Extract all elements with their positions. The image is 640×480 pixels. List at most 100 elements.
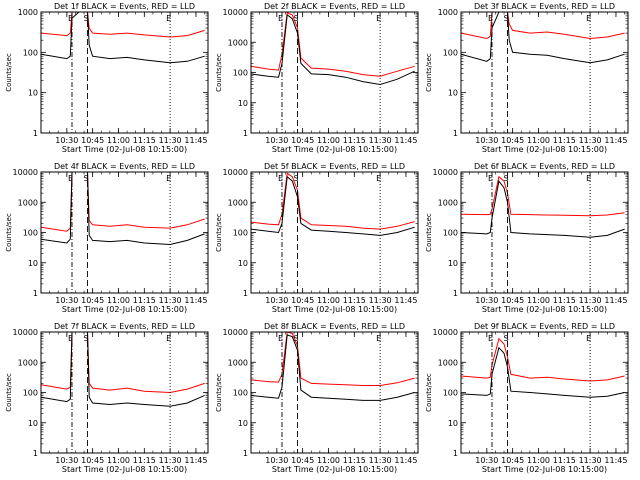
plot-frame — [40, 11, 209, 134]
panel-det-2: Det 2f BLACK = Events, RED = LLD Counts/s… — [215, 2, 419, 154]
y-tick-label: 10 — [238, 259, 248, 268]
series-events-line — [41, 172, 205, 246]
panel-det-1: Det 1f BLACK = Events, RED = LLD Counts/s… — [5, 2, 209, 154]
y-tick-label: 10 — [448, 259, 458, 268]
y-tick-label: 100 — [233, 69, 248, 78]
y-tick-label: 1 — [33, 289, 38, 298]
x-axis-label: Start Time (02-Jul-08 10:15:00) — [272, 145, 397, 154]
panel-title: Det 3f BLACK = Events, RED = LLD — [474, 2, 615, 11]
x-tick-label: 11:00 — [527, 136, 550, 145]
marker-label: E — [166, 334, 171, 343]
y-tick-label: 10000 — [433, 328, 458, 337]
series-events-line — [461, 179, 625, 238]
x-tick-label: 10:45 — [291, 296, 314, 305]
marker-label: S — [503, 174, 508, 183]
x-tick-label: 10:30 — [475, 136, 498, 145]
marker-label: S — [503, 14, 508, 23]
panel-title: Det 7f BLACK = Events, RED = LLD — [54, 322, 195, 331]
series-lld-line — [251, 12, 415, 77]
x-axis-label: Start Time (02-Jul-08 10:15:00) — [62, 305, 187, 314]
plot-frame — [250, 11, 419, 134]
y-tick-label: 100 — [23, 389, 38, 398]
series-lld-line — [41, 332, 205, 394]
marker-label: E — [278, 334, 283, 343]
x-tick-label: 11:30 — [369, 296, 392, 305]
panel-det-3: Det 3f BLACK = Events, RED = LLD Counts/s… — [425, 2, 629, 154]
x-axis-label: Start Time (02-Jul-08 10:15:00) — [272, 305, 397, 314]
x-tick-label: 10:45 — [81, 136, 104, 145]
plot-frame — [40, 171, 209, 294]
y-axis-label: Counts/sec — [5, 53, 13, 92]
marker-label: S — [83, 334, 88, 343]
panel-det-7: Det 7f BLACK = Events, RED = LLD Counts/s… — [5, 322, 209, 474]
marker-label: E — [488, 174, 493, 183]
x-tick-label: 11:15 — [343, 136, 366, 145]
panel-title: Det 6f BLACK = Events, RED = LLD — [474, 162, 615, 171]
y-tick-label: 1000 — [18, 198, 38, 207]
x-axis-label: Start Time (02-Jul-08 10:15:00) — [272, 465, 397, 474]
x-tick-label: 10:45 — [81, 296, 104, 305]
x-tick-label: 10:30 — [265, 296, 288, 305]
y-tick-label: 1000 — [438, 198, 458, 207]
y-axis-label: Counts/sec — [215, 373, 223, 412]
series-events-line — [461, 346, 625, 398]
plot-frame — [250, 331, 419, 454]
x-tick-label: 11:15 — [133, 296, 156, 305]
panel-title: Det 9f BLACK = Events, RED = LLD — [474, 322, 615, 331]
marker-label: S — [83, 174, 88, 183]
y-tick-label: 1000 — [228, 358, 248, 367]
y-tick-label: 10 — [28, 259, 38, 268]
x-tick-label: 11:00 — [527, 296, 550, 305]
x-tick-label: 11:15 — [133, 136, 156, 145]
marker-label: S — [503, 334, 508, 343]
plot-frame — [40, 331, 209, 454]
panel-det-8: Det 8f BLACK = Events, RED = LLD Counts/s… — [215, 322, 419, 474]
plot-frame — [460, 171, 629, 294]
x-tick-label: 11:30 — [579, 136, 602, 145]
x-tick-label: 11:45 — [184, 296, 207, 305]
marker-label: E — [376, 334, 381, 343]
x-tick-label: 11:30 — [159, 136, 182, 145]
x-tick-label: 11:15 — [343, 296, 366, 305]
series-lld-line — [251, 332, 415, 386]
y-tick-label: 1000 — [438, 358, 458, 367]
y-tick-label: 10 — [28, 89, 38, 98]
x-tick-label: 10:45 — [291, 136, 314, 145]
y-tick-label: 1 — [33, 449, 38, 458]
marker-label: E — [586, 334, 591, 343]
x-tick-label: 11:45 — [394, 296, 417, 305]
y-tick-label: 10 — [238, 99, 248, 108]
x-tick-label: 10:45 — [501, 136, 524, 145]
plot-frame — [250, 171, 419, 294]
marker-label: E — [586, 174, 591, 183]
x-tick-label: 11:00 — [317, 296, 340, 305]
x-tick-label: 11:00 — [107, 456, 130, 465]
marker-label: E — [278, 14, 283, 23]
marker-label: S — [293, 334, 298, 343]
y-tick-label: 100 — [443, 48, 458, 57]
panel-title: Det 1f BLACK = Events, RED = LLD — [54, 2, 195, 11]
series-events-line — [461, 12, 625, 64]
y-tick-label: 100 — [233, 229, 248, 238]
marker-label: E — [166, 14, 171, 23]
panel-det-5: Det 5f BLACK = Events, RED = LLD Counts/s… — [215, 162, 419, 314]
series-lld-line — [41, 172, 205, 232]
y-tick-label: 100 — [443, 229, 458, 238]
series-lld-line — [461, 12, 625, 40]
series-lld-line — [41, 12, 205, 38]
x-tick-label: 11:15 — [553, 136, 576, 145]
series-events-line — [251, 175, 415, 236]
x-tick-label: 11:45 — [184, 456, 207, 465]
marker-label: E — [376, 174, 381, 183]
x-tick-label: 11:30 — [579, 296, 602, 305]
panel-title: Det 2f BLACK = Events, RED = LLD — [264, 2, 405, 11]
y-axis-label: Counts/sec — [215, 213, 223, 252]
x-tick-label: 11:30 — [579, 456, 602, 465]
y-tick-label: 1 — [453, 289, 458, 298]
series-events-line — [41, 12, 205, 64]
marker-label: S — [293, 14, 298, 23]
x-tick-label: 11:45 — [394, 136, 417, 145]
x-axis-label: Start Time (02-Jul-08 10:15:00) — [482, 145, 607, 154]
y-tick-label: 100 — [443, 389, 458, 398]
